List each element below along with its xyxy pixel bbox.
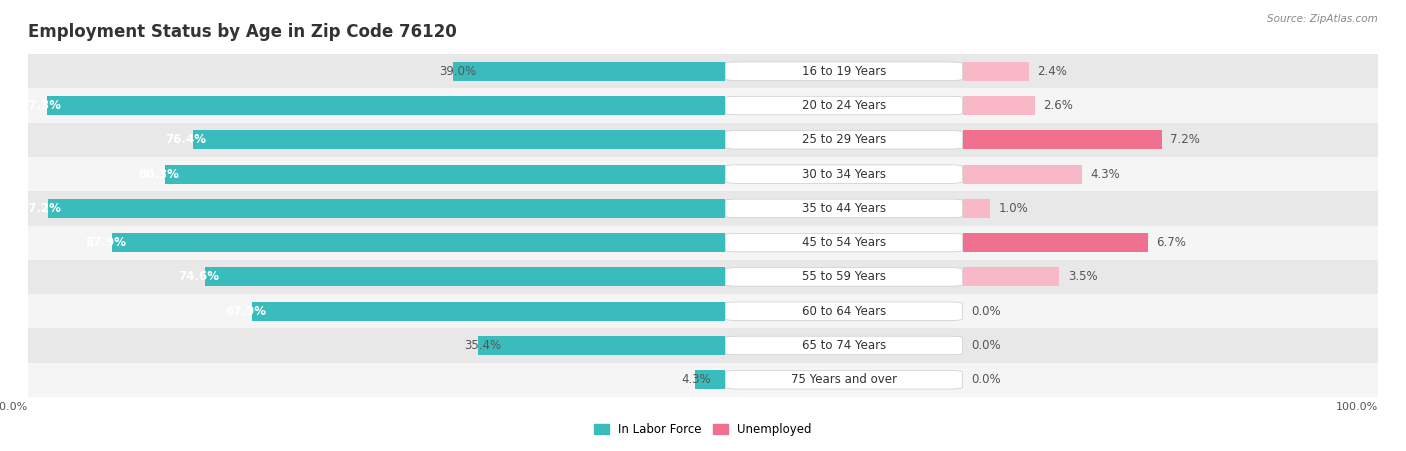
Bar <box>28 191 725 226</box>
Bar <box>28 157 725 191</box>
FancyBboxPatch shape <box>725 199 963 218</box>
Bar <box>28 123 725 157</box>
Text: 100.0%: 100.0% <box>1336 402 1378 412</box>
Text: 35 to 44 Years: 35 to 44 Years <box>801 202 886 215</box>
Text: 67.9%: 67.9% <box>225 305 266 318</box>
Bar <box>453 62 725 81</box>
Bar <box>28 294 725 328</box>
Bar <box>193 130 725 149</box>
FancyBboxPatch shape <box>725 302 963 321</box>
FancyBboxPatch shape <box>725 370 963 389</box>
Bar <box>963 233 1149 252</box>
Bar <box>963 88 1378 123</box>
Bar <box>48 199 725 218</box>
Bar <box>28 88 725 123</box>
Text: 97.3%: 97.3% <box>20 99 60 112</box>
Text: 55 to 59 Years: 55 to 59 Years <box>801 271 886 283</box>
Text: 16 to 19 Years: 16 to 19 Years <box>801 65 886 78</box>
Text: 25 to 29 Years: 25 to 29 Years <box>801 133 886 146</box>
Bar <box>725 123 963 157</box>
Text: 1.0%: 1.0% <box>998 202 1028 215</box>
Bar <box>478 336 725 355</box>
FancyBboxPatch shape <box>725 165 963 184</box>
Bar <box>725 157 963 191</box>
Bar <box>963 363 1378 397</box>
Text: 39.0%: 39.0% <box>440 65 477 78</box>
Bar <box>963 54 1378 88</box>
Text: 0.0%: 0.0% <box>972 339 1001 352</box>
Text: 45 to 54 Years: 45 to 54 Years <box>801 236 886 249</box>
Text: 35.4%: 35.4% <box>464 339 502 352</box>
Bar <box>28 328 725 363</box>
Bar <box>963 328 1378 363</box>
Bar <box>28 363 725 397</box>
Bar <box>963 191 1378 226</box>
Bar <box>166 165 725 184</box>
Bar <box>725 294 963 328</box>
Text: 4.3%: 4.3% <box>682 373 711 386</box>
Bar <box>725 328 963 363</box>
Bar <box>725 226 963 260</box>
Text: 76.4%: 76.4% <box>166 133 207 146</box>
Text: 2.4%: 2.4% <box>1038 65 1067 78</box>
Bar <box>205 267 725 286</box>
Text: 80.3%: 80.3% <box>139 168 180 180</box>
Text: Employment Status by Age in Zip Code 76120: Employment Status by Age in Zip Code 761… <box>28 23 457 41</box>
Bar <box>963 130 1161 149</box>
Text: 20 to 24 Years: 20 to 24 Years <box>801 99 886 112</box>
Bar <box>963 62 1029 81</box>
Text: 97.2%: 97.2% <box>21 202 62 215</box>
Text: 87.9%: 87.9% <box>86 236 127 249</box>
Text: 30 to 34 Years: 30 to 34 Years <box>801 168 886 180</box>
Legend: In Labor Force, Unemployed: In Labor Force, Unemployed <box>589 418 817 441</box>
Bar <box>963 267 1060 286</box>
Bar <box>28 226 725 260</box>
FancyBboxPatch shape <box>725 130 963 149</box>
Bar <box>725 191 963 226</box>
Bar <box>725 260 963 294</box>
FancyBboxPatch shape <box>725 267 963 286</box>
Text: Source: ZipAtlas.com: Source: ZipAtlas.com <box>1267 14 1378 23</box>
Bar <box>963 123 1378 157</box>
Bar <box>963 165 1081 184</box>
Text: 60 to 64 Years: 60 to 64 Years <box>801 305 886 318</box>
Bar <box>963 260 1378 294</box>
Bar <box>963 294 1378 328</box>
FancyBboxPatch shape <box>725 336 963 355</box>
Text: 6.7%: 6.7% <box>1156 236 1187 249</box>
Bar <box>28 260 725 294</box>
Bar <box>725 363 963 397</box>
Text: 100.0%: 100.0% <box>0 402 28 412</box>
FancyBboxPatch shape <box>725 233 963 252</box>
Bar <box>725 54 963 88</box>
Text: 75 Years and over: 75 Years and over <box>792 373 897 386</box>
Text: 7.2%: 7.2% <box>1170 133 1201 146</box>
Text: 0.0%: 0.0% <box>972 305 1001 318</box>
Text: 74.6%: 74.6% <box>179 271 219 283</box>
Bar <box>696 370 725 389</box>
Text: 2.6%: 2.6% <box>1043 99 1073 112</box>
Bar <box>252 302 725 321</box>
Bar <box>963 157 1378 191</box>
Bar <box>963 199 990 218</box>
Bar <box>963 96 1035 115</box>
Bar <box>963 226 1378 260</box>
Text: 3.5%: 3.5% <box>1067 271 1098 283</box>
FancyBboxPatch shape <box>725 96 963 115</box>
Text: 0.0%: 0.0% <box>972 373 1001 386</box>
Bar <box>46 96 725 115</box>
Text: 65 to 74 Years: 65 to 74 Years <box>801 339 886 352</box>
Text: 4.3%: 4.3% <box>1090 168 1119 180</box>
Bar <box>112 233 725 252</box>
FancyBboxPatch shape <box>725 62 963 81</box>
Bar <box>725 88 963 123</box>
Bar <box>28 54 725 88</box>
